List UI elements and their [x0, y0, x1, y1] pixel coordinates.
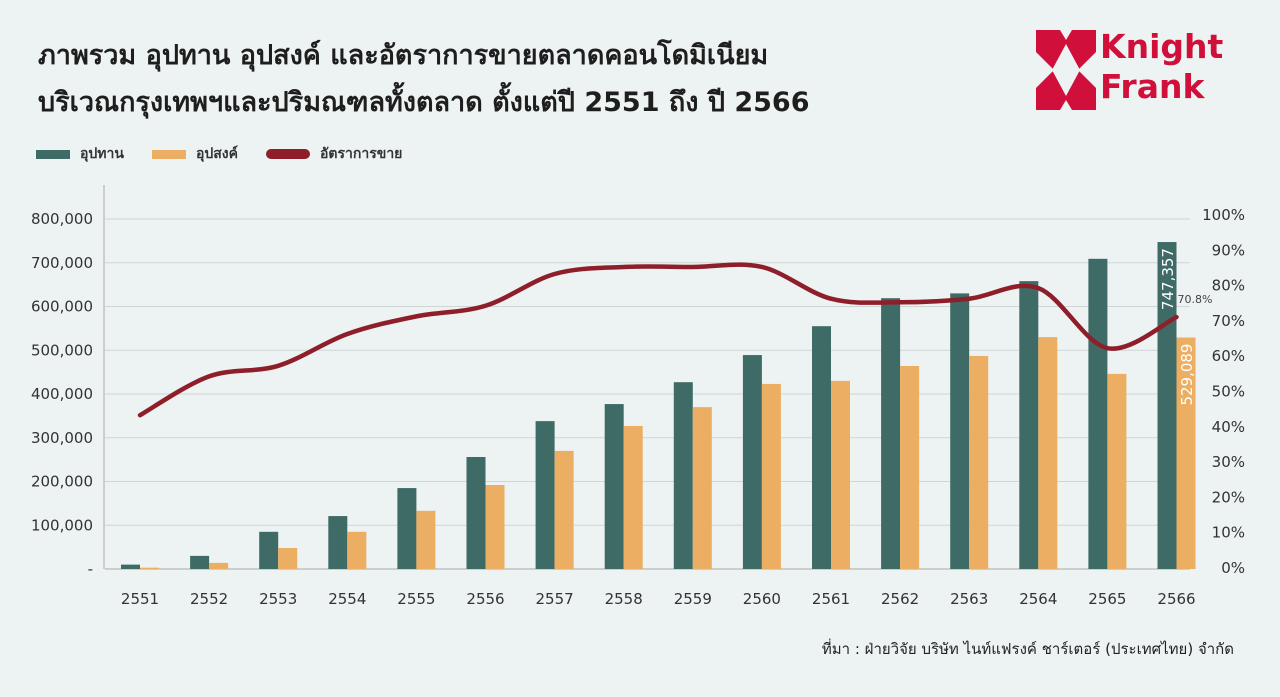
- supply-bar: [604, 404, 624, 569]
- chart-legend: อุปทาน อุปสงค์ อัตราการขาย: [36, 143, 430, 165]
- left-tick-label: 200,000: [31, 473, 93, 491]
- x-tick-label: 2561: [812, 590, 850, 608]
- x-tick-label: 2560: [743, 590, 781, 608]
- supply-bar: [328, 516, 348, 569]
- supply-bar: [950, 293, 970, 569]
- chart-title-line2: บริเวณกรุงเทพฯและปริมณฑลทั้งตลาด ตั้งแต่…: [38, 87, 810, 118]
- demand-bar: [209, 562, 229, 569]
- chart-title-line1: ภาพรวม อุปทาน อุปสงค์ และอัตราการขายตลาด…: [38, 40, 769, 71]
- left-tick-label: 400,000: [31, 385, 93, 403]
- demand-bar: [140, 567, 159, 569]
- left-tick-label: 700,000: [31, 254, 93, 272]
- supply-bar: [673, 382, 693, 569]
- supply-bar: [812, 326, 831, 569]
- demand-bar: [969, 355, 989, 569]
- x-tick-label: 2554: [328, 590, 366, 608]
- right-tick-label: 20%: [1212, 488, 1245, 506]
- x-tick-label: 2558: [605, 590, 643, 608]
- demand-bar: [554, 450, 574, 569]
- logo-mark-icon: [1036, 30, 1096, 110]
- legend-label-supply: อุปทาน: [80, 146, 124, 162]
- left-tick-label: 100,000: [31, 516, 93, 534]
- legend-item-supply: อุปทาน: [36, 143, 124, 165]
- right-tick-label: 60%: [1212, 347, 1245, 365]
- x-tick-label: 2565: [1088, 590, 1126, 608]
- supply-bar: [742, 355, 762, 569]
- supply-bar: [1088, 258, 1108, 569]
- demand-bar: [1038, 337, 1058, 569]
- x-tick-label: 2552: [190, 590, 228, 608]
- left-tick-label: 800,000: [31, 210, 93, 228]
- supply-data-label: 747,357: [1159, 248, 1177, 310]
- demand-bar: [900, 366, 920, 569]
- x-tick-label: 2562: [881, 590, 919, 608]
- demand-bar: [692, 407, 712, 569]
- left-tick-label: -: [88, 560, 93, 578]
- legend-item-rate: อัตราการขาย: [266, 143, 402, 165]
- x-tick-label: 2564: [1019, 590, 1057, 608]
- demand-bar: [416, 510, 436, 569]
- x-tick-label: 2563: [950, 590, 988, 608]
- right-tick-label: 70%: [1212, 312, 1245, 330]
- x-tick-label: 2553: [259, 590, 297, 608]
- supply-bar: [259, 531, 279, 569]
- legend-label-demand: อุปสงค์: [195, 146, 239, 162]
- demand-bar: [1107, 373, 1127, 569]
- right-tick-label: 0%: [1221, 559, 1245, 577]
- x-tick-label: 2555: [397, 590, 435, 608]
- sales-rate-line: [137, 262, 1179, 418]
- demand-bar: [761, 383, 781, 569]
- x-tick-label: 2551: [121, 590, 159, 608]
- supply-bar: [466, 457, 486, 569]
- legend-swatch-rate: [266, 149, 311, 159]
- supply-bar: [121, 564, 140, 569]
- demand-bar: [485, 485, 505, 569]
- logo-text-knight: Knight: [1100, 27, 1224, 66]
- right-tick-label: 100%: [1202, 206, 1245, 224]
- demand-bar: [278, 548, 298, 569]
- x-tick-label: 2557: [536, 590, 574, 608]
- legend-swatch-demand: [151, 149, 186, 159]
- right-tick-label: 80%: [1212, 277, 1245, 295]
- supply-bar: [881, 298, 901, 569]
- right-tick-label: 50%: [1212, 383, 1245, 401]
- demand-data-label: 529,089: [1178, 344, 1196, 406]
- logo-text-frank: Frank: [1100, 67, 1205, 106]
- supply-bar: [190, 555, 210, 569]
- legend-label-rate: อัตราการขาย: [320, 146, 403, 162]
- x-tick-label: 2559: [674, 590, 712, 608]
- supply-bar: [535, 421, 555, 569]
- knight-frank-logo: Knight Frank: [1036, 27, 1246, 110]
- left-tick-label: 600,000: [31, 298, 93, 316]
- right-tick-label: 90%: [1212, 241, 1245, 259]
- rate-data-label: 70.8%: [1178, 293, 1213, 306]
- right-tick-label: 40%: [1212, 418, 1245, 436]
- legend-swatch-supply: [36, 149, 70, 159]
- demand-bar: [623, 425, 643, 569]
- source-note: ที่มา : ฝ่ายวิจัย บริษัท ไนท์แฟรงค์ ชาร์…: [821, 640, 1234, 658]
- right-tick-label: 30%: [1212, 453, 1245, 471]
- supply-bar: [1019, 281, 1039, 569]
- right-tick-label: 10%: [1212, 524, 1245, 542]
- legend-item-demand: อุปสงค์: [151, 143, 239, 165]
- supply-bar: [397, 488, 417, 569]
- x-tick-label: 2556: [466, 590, 504, 608]
- x-tick-label: 2566: [1157, 590, 1195, 608]
- demand-bar: [831, 380, 850, 569]
- demand-bar: [1176, 337, 1196, 569]
- left-tick-label: 300,000: [31, 429, 93, 447]
- left-tick-label: 500,000: [31, 341, 93, 359]
- demand-bar: [347, 531, 367, 569]
